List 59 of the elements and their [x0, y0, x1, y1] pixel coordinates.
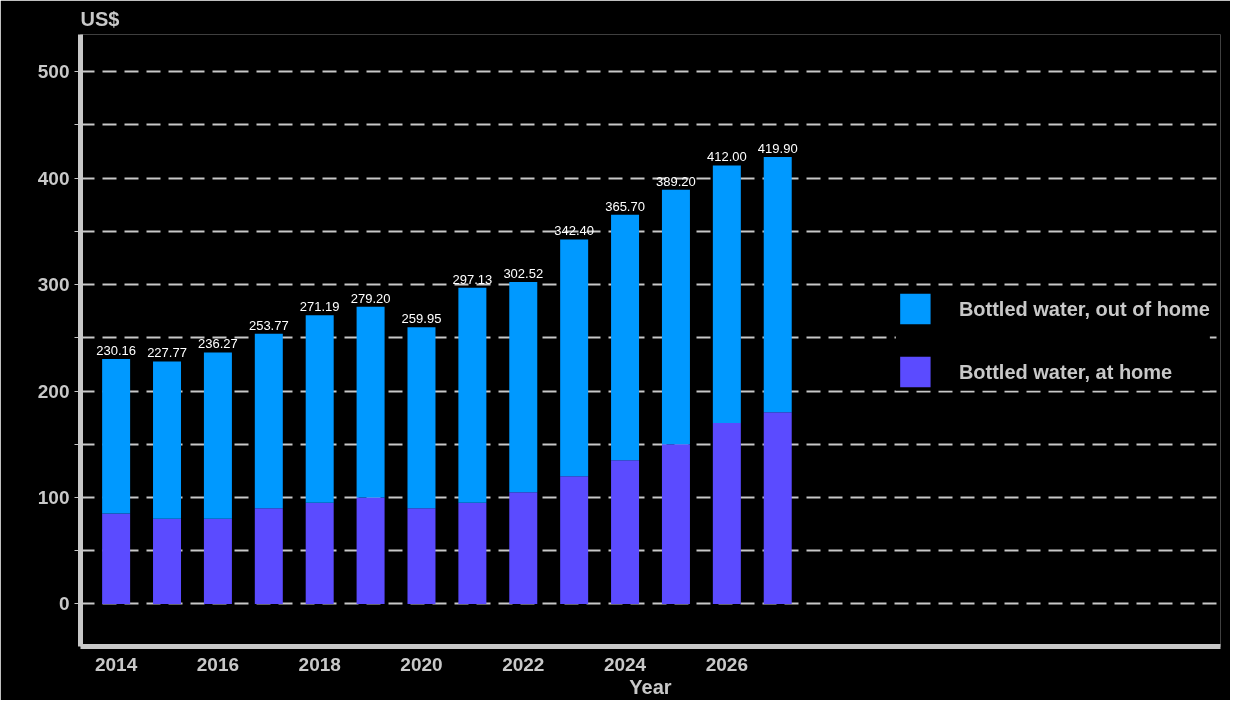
- total-label: 342.40: [554, 223, 595, 239]
- bar: [254, 508, 283, 604]
- total-label: 297.13: [452, 271, 493, 287]
- bar: [305, 502, 334, 604]
- total-label: 259.95: [401, 311, 442, 327]
- bar: [712, 422, 741, 604]
- bar: [509, 492, 538, 604]
- bar: [560, 239, 589, 477]
- x-tick-label: 2018: [298, 653, 341, 675]
- bar: [305, 315, 334, 503]
- bar: [356, 497, 385, 604]
- total-label: 271.19: [299, 299, 340, 315]
- bar: [153, 518, 182, 604]
- bar: [254, 333, 283, 509]
- bar: [611, 214, 640, 461]
- total-label: 412.00: [706, 149, 747, 165]
- x-tick-label: 2026: [705, 653, 748, 675]
- bar: [560, 476, 589, 604]
- x-tick-label: 2024: [603, 653, 647, 675]
- total-label: 302.52: [503, 265, 544, 281]
- bar: [153, 361, 182, 519]
- bar: [203, 518, 232, 604]
- legend-label: Bottled water, out of home: [958, 297, 1210, 320]
- bar: [763, 412, 792, 604]
- bar: [458, 287, 487, 503]
- bar: [661, 189, 690, 445]
- y-tick-label: 500: [37, 61, 70, 83]
- y-tick-label: 400: [37, 167, 70, 189]
- bar: [712, 165, 741, 423]
- total-label: 279.20: [350, 290, 391, 306]
- y-tick-label: 0: [58, 593, 70, 615]
- bar: [763, 157, 792, 413]
- x-axis-title: Year: [629, 675, 672, 698]
- total-label: 365.70: [605, 198, 645, 214]
- x-tick-label: 2016: [196, 653, 240, 675]
- y-tick-label: 300: [37, 274, 70, 296]
- bar: [407, 327, 436, 509]
- bar: [203, 352, 232, 519]
- legend-label: Bottled water, at home: [958, 360, 1173, 383]
- bar: [458, 502, 487, 604]
- bar: [407, 508, 436, 604]
- total-label: 227.77: [147, 345, 187, 361]
- x-tick-label: 2020: [400, 653, 443, 675]
- bar: [661, 444, 690, 604]
- total-label: 419.90: [757, 141, 798, 157]
- y-axis-title: US$: [80, 7, 120, 30]
- bar: [356, 306, 385, 498]
- y-tick-label: 200: [37, 380, 70, 402]
- total-label: 230.16: [96, 342, 137, 358]
- total-label: 236.27: [198, 336, 238, 352]
- x-tick-label: 2014: [94, 653, 138, 675]
- bar: [509, 281, 538, 493]
- total-label: 389.20: [656, 173, 696, 189]
- bar: [611, 460, 640, 604]
- bar: [102, 358, 131, 514]
- y-tick-label: 100: [37, 486, 70, 508]
- total-label: 253.77: [248, 317, 289, 333]
- x-tick-label: 2022: [502, 653, 545, 675]
- bar: [102, 513, 131, 604]
